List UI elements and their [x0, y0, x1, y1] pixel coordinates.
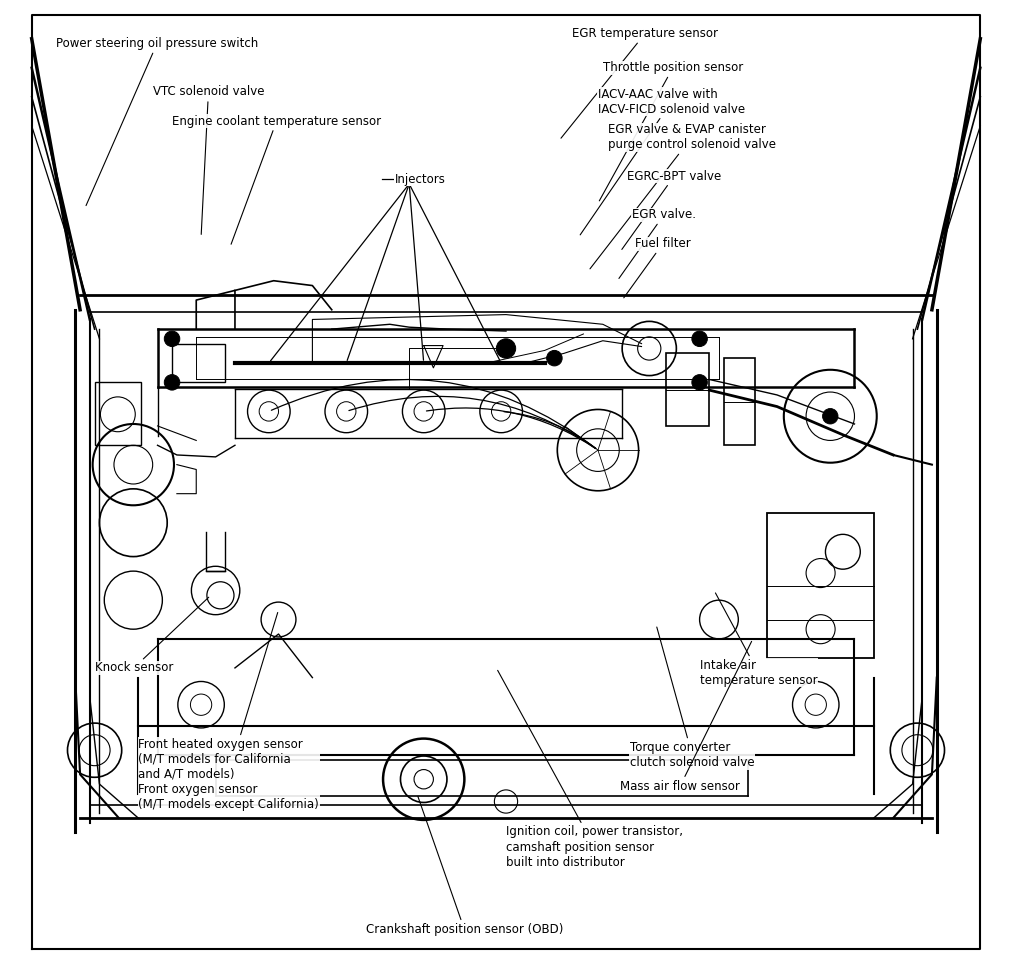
Text: EGR temperature sensor: EGR temperature sensor: [560, 27, 717, 138]
Bar: [94, 382, 141, 445]
Bar: [172, 344, 225, 382]
Text: VTC solenoid valve: VTC solenoid valve: [153, 85, 264, 234]
Text: Fuel filter: Fuel filter: [623, 237, 690, 298]
Circle shape: [164, 331, 180, 347]
Text: Crankshaft position sensor (OBD): Crankshaft position sensor (OBD): [365, 797, 562, 936]
Circle shape: [164, 375, 180, 390]
Text: Torque converter
clutch solenoid valve: Torque converter clutch solenoid valve: [629, 627, 754, 769]
Text: Engine coolant temperature sensor: Engine coolant temperature sensor: [172, 114, 381, 244]
Text: Ignition coil, power transistor,
camshaft position sensor
built into distributor: Ignition coil, power transistor, camshaf…: [497, 671, 682, 868]
Bar: [723, 358, 754, 445]
Text: Injectors: Injectors: [394, 172, 445, 186]
Text: Intake air
temperature sensor: Intake air temperature sensor: [699, 593, 817, 686]
Circle shape: [822, 408, 837, 424]
Text: Mass air flow sensor: Mass air flow sensor: [620, 642, 751, 793]
Text: Front heated oxygen sensor
(M/T models for California
and A/T models)
Front oxyg: Front heated oxygen sensor (M/T models f…: [139, 613, 318, 811]
Circle shape: [546, 350, 561, 366]
Circle shape: [495, 339, 516, 358]
Circle shape: [692, 331, 707, 347]
Text: Throttle position sensor: Throttle position sensor: [599, 61, 742, 200]
Text: IACV-AAC valve with
IACV-FICD solenoid valve: IACV-AAC valve with IACV-FICD solenoid v…: [579, 88, 744, 235]
Bar: [665, 353, 709, 426]
Bar: [766, 513, 872, 658]
Text: EGR valve.: EGR valve.: [619, 208, 696, 279]
Text: Power steering oil pressure switch: Power steering oil pressure switch: [56, 37, 258, 205]
Text: EGR valve & EVAP canister
purge control solenoid valve: EGR valve & EVAP canister purge control …: [589, 124, 774, 269]
Circle shape: [692, 375, 707, 390]
Text: EGRC-BPT valve: EGRC-BPT valve: [621, 169, 721, 250]
Text: Knock sensor: Knock sensor: [94, 597, 208, 675]
